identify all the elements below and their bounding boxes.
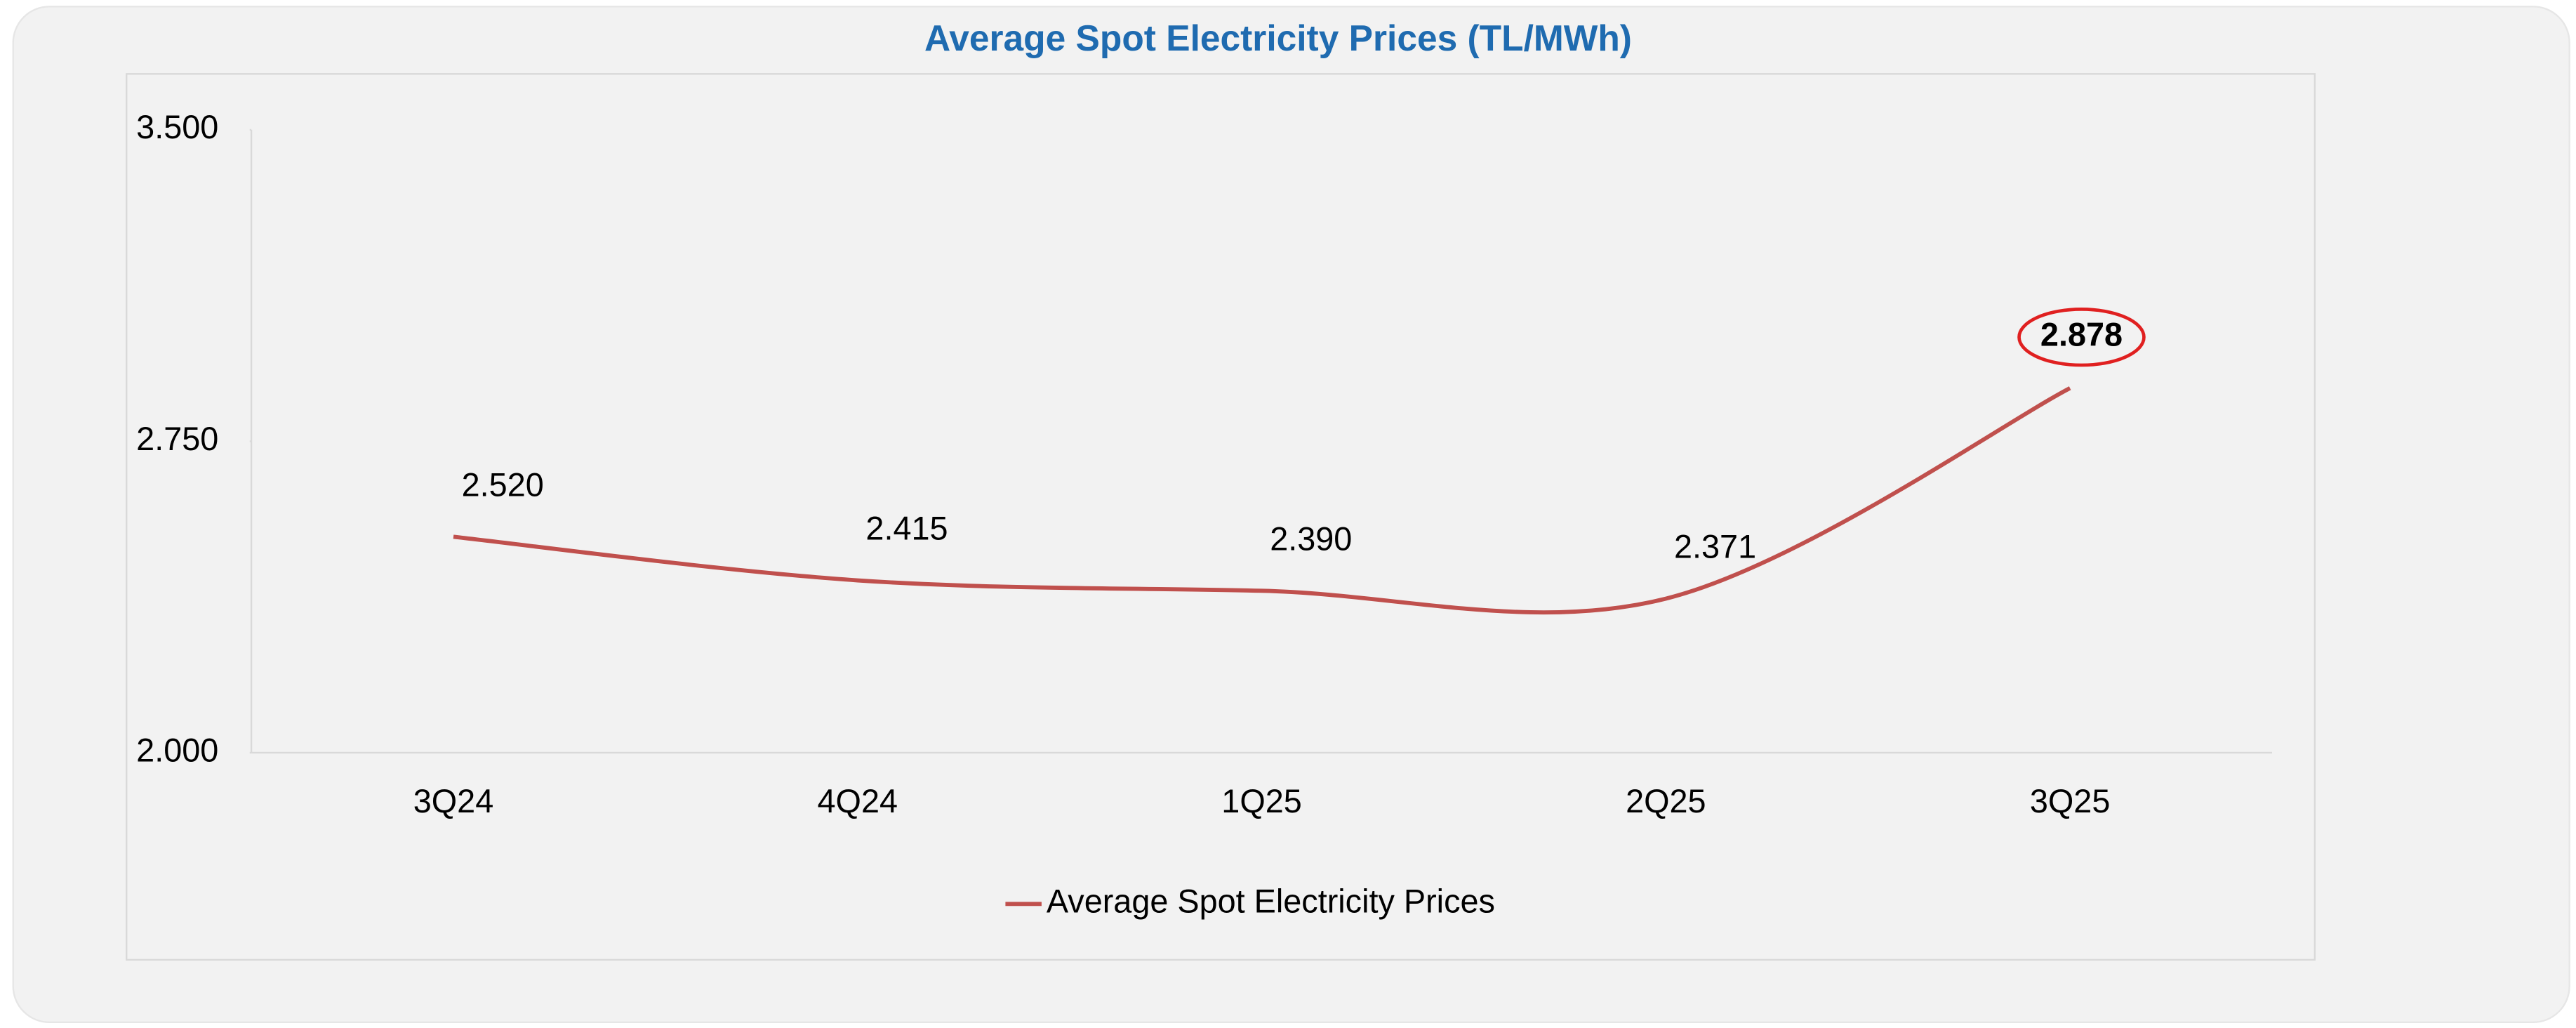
x-tick-label: 2Q25 xyxy=(1626,783,1706,819)
data-label: 2.878 xyxy=(2040,317,2123,353)
x-tick-label: 3Q25 xyxy=(2030,783,2110,819)
data-label: 2.390 xyxy=(1270,520,1352,557)
x-tick-label: 1Q25 xyxy=(1221,783,1301,819)
data-label: 2.415 xyxy=(865,510,948,547)
highlight-ellipse xyxy=(2017,308,2146,367)
series-line xyxy=(453,386,2071,615)
chart-title: Average Spot Electricity Prices (TL/MWh) xyxy=(924,18,1632,58)
y-tick-label: 3.500 xyxy=(136,109,218,145)
data-label: 2.520 xyxy=(462,467,544,503)
y-tick-label: 2.750 xyxy=(136,421,218,457)
data-label: 2.371 xyxy=(1674,529,1756,565)
x-tick-label: 4Q24 xyxy=(818,783,898,819)
x-tick-label: 3Q24 xyxy=(413,783,493,819)
y-tick-label: 2.000 xyxy=(136,732,218,768)
legend-label: Average Spot Electricity Prices xyxy=(1047,883,1495,920)
plot-frame xyxy=(126,73,2316,961)
